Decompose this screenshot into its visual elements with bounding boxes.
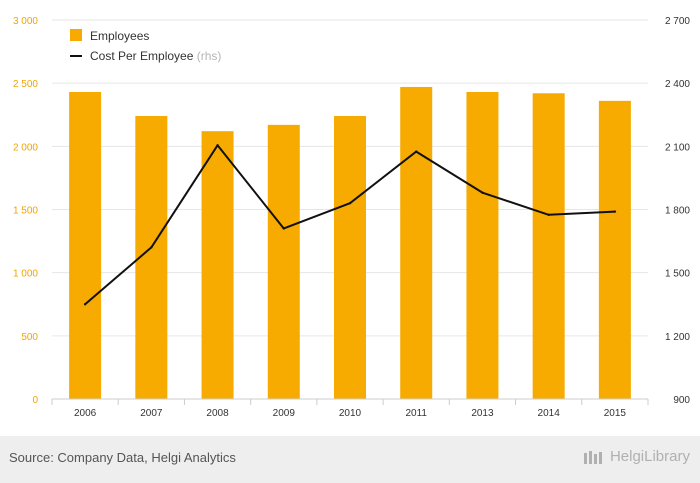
y-axis-left: 0 500 1 000 1 500 2 000 2 500 3 000: [13, 16, 38, 406]
x-tick-label-2011: 2011: [405, 408, 427, 419]
line-series-cost-per-employee: [83, 144, 617, 306]
source-text: Source: Company Data, Helgi Analytics: [9, 450, 236, 465]
bar-2009: [267, 124, 300, 400]
library-icon: [583, 450, 602, 464]
bar-2015: [598, 100, 631, 399]
logo-text: HelgiLibrary: [609, 448, 690, 465]
x-tick-label-2006: 2006: [74, 408, 97, 419]
y-left-tick-label: 2 000: [13, 142, 38, 153]
line-point-2006: [83, 303, 87, 306]
chart: 2006 2007 2008 2009 2010 2011 2013 2014 2015 0 50…: [13, 16, 690, 419]
y-left-tick-label: 0: [32, 395, 38, 406]
line-point-2008: [216, 144, 219, 147]
footer: Source: Company Data, Helgi Analytics He…: [0, 436, 700, 483]
x-tick-label-2015: 2015: [604, 408, 627, 419]
line-point-2011: [415, 150, 418, 153]
svg-text:Cost Per Employee (rhs): Cost Per Employee (rhs): [90, 49, 221, 63]
line-point-2010: [348, 201, 352, 205]
bar-2014: [532, 93, 565, 400]
legend-label-cost-per-employee: Cost Per Employee: [90, 49, 194, 63]
x-tick-label-2013: 2013: [471, 408, 494, 419]
legend-label-rhs: (rhs): [193, 49, 221, 63]
bar-2008: [201, 131, 234, 399]
y-right-tick-label: 1 800: [665, 206, 690, 217]
x-tick-label-2009: 2009: [273, 408, 296, 419]
line-point-2007: [150, 246, 153, 249]
line-point-2009: [282, 227, 285, 230]
x-tick-label-2007: 2007: [140, 408, 163, 419]
x-tick-label-2008: 2008: [206, 408, 229, 419]
y-left-tick-label: 2 500: [13, 79, 38, 90]
y-left-tick-label: 1 500: [13, 206, 38, 217]
bar-2013: [466, 92, 499, 399]
y-axis-right: 900 1 200 1 500 1 800 2 100 2 400 2 700: [665, 16, 690, 406]
helgi-library-logo: HelgiLibrary: [583, 448, 690, 465]
line-point-2013: [481, 191, 484, 194]
y-left-tick-label: 1 000: [13, 269, 38, 280]
legend-label-employees: Employees: [90, 29, 149, 43]
y-right-tick-label: 1 500: [665, 269, 690, 280]
legend: Employees Cost Per Employee (rhs): [70, 29, 221, 63]
bar-2011: [400, 86, 433, 399]
y-right-tick-label: 2 100: [665, 142, 690, 153]
y-right-tick-label: 900: [673, 395, 690, 406]
x-axis: 2006 2007 2008 2009 2010 2011 2013 2014 2015: [51, 398, 649, 419]
bar-2010: [334, 116, 366, 399]
y-right-tick-label: 2 400: [665, 79, 690, 90]
x-tick-label-2014: 2014: [538, 408, 561, 419]
y-left-tick-label: 3 000: [13, 16, 38, 27]
line-point-2015: [613, 210, 617, 213]
line-point-2014: [547, 213, 550, 216]
legend-swatch-employees: [70, 29, 82, 41]
y-right-tick-label: 2 700: [665, 16, 690, 27]
x-tick-label-2010: 2010: [339, 408, 362, 419]
y-right-tick-label: 1 200: [665, 332, 690, 343]
bar-2006: [69, 92, 102, 399]
bar-series-employees: [69, 86, 631, 400]
y-left-tick-label: 500: [21, 332, 38, 343]
